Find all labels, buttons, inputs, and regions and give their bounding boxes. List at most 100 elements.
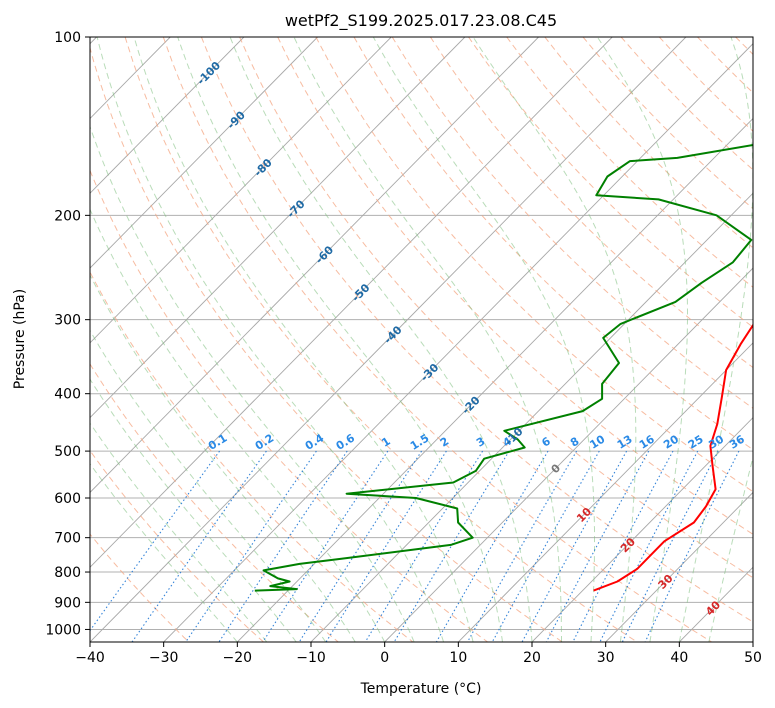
dry-adiabat-line — [90, 533, 190, 642]
y-axis-ticks: 100 200 300 400 500 600 700 800 900 1000 — [45, 30, 90, 638]
isotherm-line — [90, 37, 466, 419]
isotherm-line — [752, 641, 753, 642]
moist-adiabat-line — [229, 37, 533, 642]
isotherm-line — [90, 37, 392, 344]
mixing-ratio-line — [644, 450, 740, 642]
mixing-ratio-label: 8 — [568, 435, 581, 450]
moist-adiabat-line — [90, 125, 415, 642]
isotherm-line — [90, 37, 539, 494]
dry-adiabat-line — [506, 37, 753, 288]
y-tick-label: 100 — [54, 30, 81, 46]
mixing-ratio-line — [298, 450, 423, 642]
y-tick-label: 500 — [54, 444, 81, 460]
isotherm-line — [310, 192, 753, 642]
dry-adiabat-line — [353, 37, 753, 451]
isotherm-line — [90, 37, 687, 642]
mixing-ratio-line — [325, 450, 447, 642]
chart-title: wetPf2_S199.2025.017.23.08.C45 — [285, 11, 557, 31]
mixing-ratio-label: 3 — [474, 435, 487, 450]
mixing-ratio-label: 1 — [379, 435, 392, 450]
isotherm-line — [679, 566, 753, 642]
x-axis-ticks: −40 −30 −20 −10 0 10 20 30 40 50 — [75, 642, 762, 666]
y-tick-label: 600 — [54, 491, 81, 507]
x-tick-label: 30 — [597, 650, 615, 666]
mixing-ratio-line — [185, 450, 317, 642]
moist-adiabat-line — [90, 378, 297, 642]
x-axis-label: Temperature (°C) — [360, 681, 482, 697]
x-tick-label: −20 — [223, 650, 253, 666]
moist-adiabat-line — [90, 329, 327, 642]
moist-adiabat-line — [708, 455, 753, 642]
dry-adiabat-line — [124, 37, 638, 642]
dry-adiabat-line — [544, 37, 753, 249]
mixing-ratio-label: 10 — [587, 432, 607, 451]
profile-lines — [254, 143, 753, 592]
dry-adiabat-line — [90, 363, 339, 642]
y-axis-label: Pressure (hPa) — [12, 289, 28, 389]
isotherm-line — [605, 491, 753, 642]
dry-adiabat-line — [90, 449, 264, 642]
y-tick-label: 700 — [54, 531, 81, 547]
dry-adiabat-line — [735, 37, 753, 56]
isotherm-line — [458, 342, 753, 642]
temperature-profile-line — [593, 323, 753, 592]
mixing-ratio-line — [435, 450, 549, 642]
mixing-ratio-line — [572, 450, 674, 642]
plot-frame — [89, 36, 754, 643]
moist-adiabat-line — [472, 37, 637, 642]
isotherm-line — [384, 267, 753, 642]
mixing-ratio-line — [364, 450, 484, 642]
mixing-ratio-label: 1.5 — [408, 431, 431, 452]
mixing-ratio-line — [545, 450, 650, 642]
moist-adiabat-line — [90, 462, 238, 642]
moist-adiabat-line — [372, 37, 595, 642]
moist-adiabat-line — [90, 422, 268, 642]
x-tick-label: 10 — [449, 650, 467, 666]
mixing-ratio-label: 16 — [637, 432, 657, 451]
mixing-ratio-line — [393, 450, 510, 642]
moist-adiabat-line — [678, 37, 753, 642]
x-tick-label: 50 — [744, 650, 762, 666]
mixing-ratio-line — [131, 450, 267, 642]
mixing-ratio-label: 30 — [706, 432, 726, 451]
dry-adiabat-line — [162, 37, 712, 642]
background-lines — [90, 37, 753, 642]
x-tick-label: −40 — [75, 650, 105, 666]
isotherm-line — [90, 37, 245, 194]
isotherm-line — [90, 37, 613, 568]
dry-adiabat-line — [582, 37, 753, 210]
mixing-ratio-line — [218, 450, 348, 642]
mixing-ratio-line — [262, 450, 389, 642]
x-tick-label: 20 — [523, 650, 541, 666]
dry-adiabat-line — [315, 37, 753, 493]
y-tick-label: 800 — [54, 565, 81, 581]
moist-adiabat-line — [177, 37, 503, 642]
moist-adiabat-line — [293, 37, 562, 642]
dry-adiabat-line — [200, 37, 753, 623]
mixing-ratio-label: 6 — [539, 434, 553, 449]
moist-adiabat-line — [90, 208, 386, 642]
dry-adiabat-line — [90, 271, 414, 642]
moist-adiabat-line — [90, 274, 356, 642]
dry-adiabat-line — [90, 46, 563, 642]
dry-adiabat-line — [697, 37, 753, 94]
isotherm-label: -100 — [195, 59, 224, 88]
y-tick-label: 900 — [54, 595, 81, 611]
y-tick-label: 400 — [54, 387, 81, 403]
x-tick-label: −10 — [296, 650, 326, 666]
isotherm-line — [237, 117, 753, 642]
mixing-ratio-line — [467, 450, 578, 642]
x-tick-label: 40 — [670, 650, 688, 666]
y-tick-label: 200 — [54, 208, 81, 224]
dry-adiabat-line — [658, 37, 753, 132]
mixing-ratio-line — [491, 450, 600, 642]
moist-adiabat-line — [596, 37, 688, 642]
isotherm-line — [90, 37, 318, 269]
dry-adiabat-line — [468, 37, 753, 328]
mixing-ratio-label: 0.4 — [303, 431, 327, 453]
dry-adiabat-line — [239, 37, 753, 579]
dry-adiabat-line — [620, 37, 753, 171]
mixing-ratio-label: 13 — [615, 433, 635, 452]
dry-adiabat-line — [277, 37, 753, 535]
